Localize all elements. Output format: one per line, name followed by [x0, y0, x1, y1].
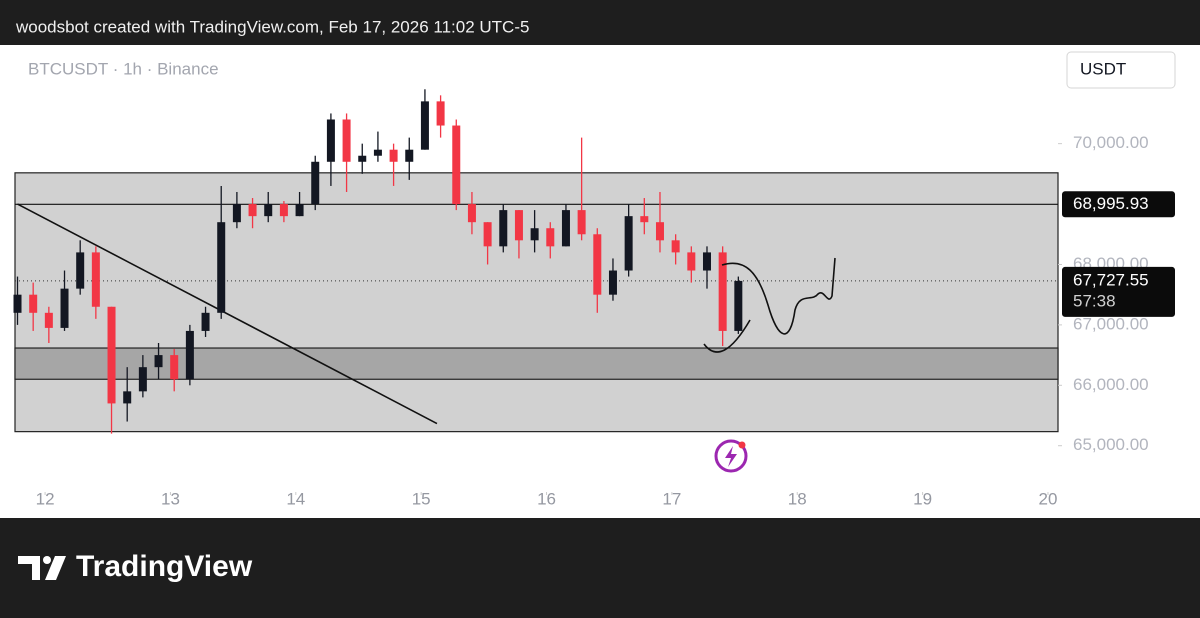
- price-badge: [1062, 191, 1175, 218]
- last-price-label: 67,727.55: [1073, 270, 1149, 289]
- candle-body: [311, 161, 320, 205]
- y-tick-label: 67,000.00: [1073, 314, 1149, 333]
- header-text: woodsbot created with TradingView.com, F…: [15, 17, 529, 36]
- candle-body: [138, 367, 147, 392]
- x-tick-label: 15: [412, 489, 431, 508]
- candle-body: [514, 210, 523, 241]
- plot-area: [13, 89, 1059, 434]
- candle-body: [655, 222, 664, 241]
- candle-body: [389, 149, 398, 162]
- drawing: [703, 319, 751, 353]
- candle-body: [279, 204, 288, 217]
- candle-body: [13, 294, 22, 313]
- candle-body: [91, 252, 100, 307]
- x-tick-label: 18: [788, 489, 807, 508]
- candle-body: [44, 312, 53, 328]
- x-tick-label: 20: [1039, 489, 1058, 508]
- alert-bolt[interactable]: [725, 446, 737, 467]
- candle-body: [734, 280, 743, 331]
- candle-body: [217, 222, 226, 313]
- candle-body: [264, 204, 273, 217]
- x-tick-label: 16: [537, 489, 556, 508]
- y-tick-label: 66,000.00: [1073, 375, 1149, 394]
- candle-body: [76, 252, 85, 289]
- candle-body: [29, 294, 38, 313]
- logo-mark: [43, 556, 51, 564]
- candle-body: [546, 228, 555, 247]
- x-tick-label: 17: [662, 489, 681, 508]
- y-tick-label: 70,000.00: [1073, 133, 1149, 152]
- candle-body: [60, 288, 69, 328]
- candle-body: [185, 330, 194, 380]
- candle-body: [326, 119, 335, 162]
- candle-body: [671, 240, 680, 253]
- alert-icon[interactable]: [714, 439, 748, 473]
- x-tick-label: 19: [913, 489, 932, 508]
- currency-button[interactable]: [1066, 51, 1176, 89]
- candle-body: [608, 270, 617, 295]
- candle-body: [624, 216, 633, 271]
- candle-body: [702, 252, 711, 271]
- alert-dot[interactable]: [738, 441, 746, 449]
- footer-logo: TradingView: [18, 550, 253, 583]
- logo-mark: [18, 556, 40, 580]
- drawing: [721, 257, 836, 335]
- candle-body: [561, 210, 570, 247]
- logo-mark: [45, 556, 66, 580]
- candle-body: [154, 355, 163, 368]
- candle-body: [593, 234, 602, 295]
- alert-ring[interactable]: [714, 439, 748, 473]
- candle-body: [201, 312, 210, 331]
- zone: [14, 172, 1059, 433]
- price-badge-label: 68,995.93: [1073, 194, 1149, 213]
- x-tick-label: 14: [286, 489, 305, 508]
- candle-body: [577, 210, 586, 235]
- last-price-badge: [1062, 266, 1175, 317]
- candle-body: [640, 216, 649, 223]
- candle-body: [170, 355, 179, 380]
- candle-body: [405, 149, 414, 162]
- candle-body: [530, 228, 539, 241]
- candle-body: [420, 101, 429, 150]
- candle-body: [718, 252, 727, 331]
- x-tick-label: 12: [36, 489, 55, 508]
- symbol-label: BTCUSDT · 1h · Binance: [28, 59, 219, 78]
- candle-body: [123, 391, 132, 404]
- candle-body: [483, 222, 492, 247]
- x-tick-label: 13: [161, 489, 180, 508]
- footer-logo-text: TradingView: [76, 550, 253, 583]
- y-tick-label: 65,000.00: [1073, 435, 1149, 454]
- candle-body: [373, 149, 382, 156]
- candle-body: [452, 125, 461, 205]
- candle-body: [248, 204, 257, 217]
- currency-label[interactable]: USDT: [1080, 59, 1126, 78]
- candle-body: [687, 252, 696, 271]
- candle-body: [232, 204, 241, 223]
- candle-body: [436, 101, 445, 126]
- candle-body: [358, 155, 367, 162]
- trendline: [17, 203, 438, 425]
- countdown-label: 57:38: [1073, 291, 1116, 310]
- candle-body: [295, 204, 304, 217]
- candle-body: [467, 204, 476, 223]
- candle-body: [342, 119, 351, 162]
- candle-body: [499, 210, 508, 247]
- candle-body: [107, 306, 116, 404]
